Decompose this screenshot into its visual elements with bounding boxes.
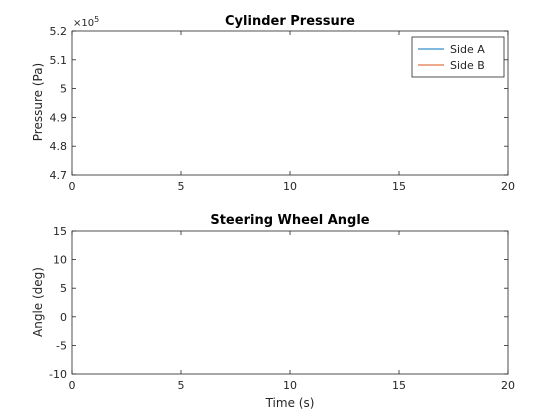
legend-label-side-b: Side B [450, 59, 485, 72]
steering-x-tick-label: 15 [392, 379, 406, 392]
pressure-chart-title: Cylinder Pressure [225, 14, 355, 29]
steering-chart-title: Steering Wheel Angle [210, 213, 369, 228]
pressure-chart: Cylinder Pressure ×105 Pressure (Pa) 0 5 1… [31, 14, 515, 193]
pressure-y-tick-label: 4.8 [50, 140, 68, 153]
steering-y-tick-label: 5 [60, 282, 67, 295]
pressure-x-tick-label: 5 [178, 180, 185, 193]
steering-x-tick-label: 10 [283, 379, 297, 392]
steering-y-tick-label: -10 [49, 368, 67, 381]
steering-y-tick-label: 0 [60, 311, 67, 324]
pressure-x-tick-label: 20 [501, 180, 515, 193]
steering-y-tick-label: 10 [53, 254, 67, 267]
steering-chart: Steering Wheel Angle Angle (deg) Time (s… [31, 213, 515, 410]
pressure-y-axis-label: Pressure (Pa) [31, 63, 45, 141]
steering-x-tick-label: 5 [178, 379, 185, 392]
steering-x-axis-label: Time (s) [265, 396, 315, 410]
pressure-x-tick-label: 15 [392, 180, 406, 193]
steering-y-tick-label: -5 [56, 339, 67, 352]
pressure-y-tick-label: 5.1 [50, 54, 68, 67]
legend-label-side-a: Side A [450, 43, 485, 56]
pressure-y-tick-label: 5.2 [50, 25, 68, 38]
pressure-x-tick-label: 0 [69, 180, 76, 193]
steering-plot-frame [71, 230, 509, 375]
pressure-legend-box [411, 36, 505, 78]
pressure-y-tick-label: 5 [60, 83, 67, 96]
steering-y-axis-label: Angle (deg) [31, 267, 45, 337]
pressure-y-tick-label: 4.7 [50, 169, 68, 182]
pressure-x-tick-label: 10 [283, 180, 297, 193]
steering-x-tick-label: 0 [69, 379, 76, 392]
pressure-y-tick-label: 4.9 [50, 111, 68, 124]
pressure-y-exponent: ×105 [73, 15, 99, 29]
pressure-legend: Side A Side B [411, 36, 505, 78]
steering-x-tick-label: 20 [501, 379, 515, 392]
steering-y-tick-label: 15 [53, 225, 67, 238]
